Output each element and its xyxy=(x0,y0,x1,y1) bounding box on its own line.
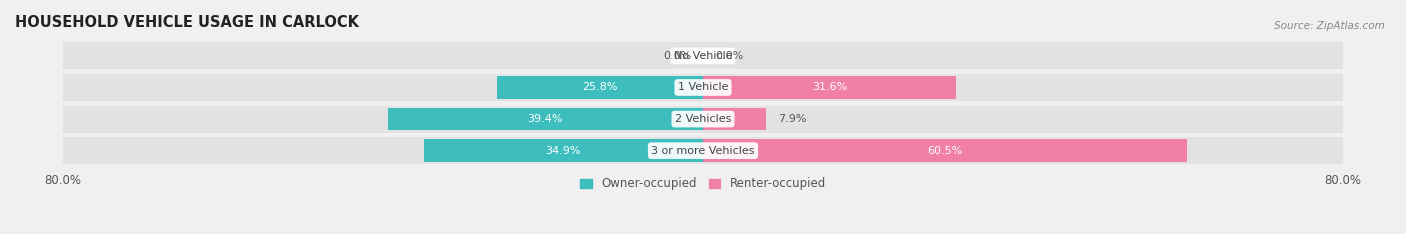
Bar xyxy=(388,108,703,131)
Text: HOUSEHOLD VEHICLE USAGE IN CARLOCK: HOUSEHOLD VEHICLE USAGE IN CARLOCK xyxy=(15,15,359,30)
Text: 34.9%: 34.9% xyxy=(546,146,581,156)
Bar xyxy=(63,106,703,132)
Bar xyxy=(703,139,1187,162)
Text: 0.0%: 0.0% xyxy=(716,51,744,61)
Bar xyxy=(703,42,1343,69)
Legend: Owner-occupied, Renter-occupied: Owner-occupied, Renter-occupied xyxy=(575,173,831,195)
Bar xyxy=(703,106,1343,132)
Text: No Vehicle: No Vehicle xyxy=(673,51,733,61)
Text: 2 Vehicles: 2 Vehicles xyxy=(675,114,731,124)
Text: 39.4%: 39.4% xyxy=(527,114,564,124)
Text: 7.9%: 7.9% xyxy=(778,114,807,124)
Bar xyxy=(703,74,1343,101)
Bar xyxy=(423,139,703,162)
Bar xyxy=(703,76,956,99)
Text: 31.6%: 31.6% xyxy=(811,82,846,92)
Text: 0.0%: 0.0% xyxy=(662,51,690,61)
Text: 60.5%: 60.5% xyxy=(928,146,963,156)
Bar xyxy=(63,74,703,101)
Bar xyxy=(63,137,703,164)
Text: 25.8%: 25.8% xyxy=(582,82,617,92)
Bar xyxy=(703,137,1343,164)
Bar xyxy=(496,76,703,99)
Text: Source: ZipAtlas.com: Source: ZipAtlas.com xyxy=(1274,21,1385,31)
Bar xyxy=(63,42,703,69)
Bar xyxy=(703,108,766,131)
Text: 1 Vehicle: 1 Vehicle xyxy=(678,82,728,92)
Text: 3 or more Vehicles: 3 or more Vehicles xyxy=(651,146,755,156)
